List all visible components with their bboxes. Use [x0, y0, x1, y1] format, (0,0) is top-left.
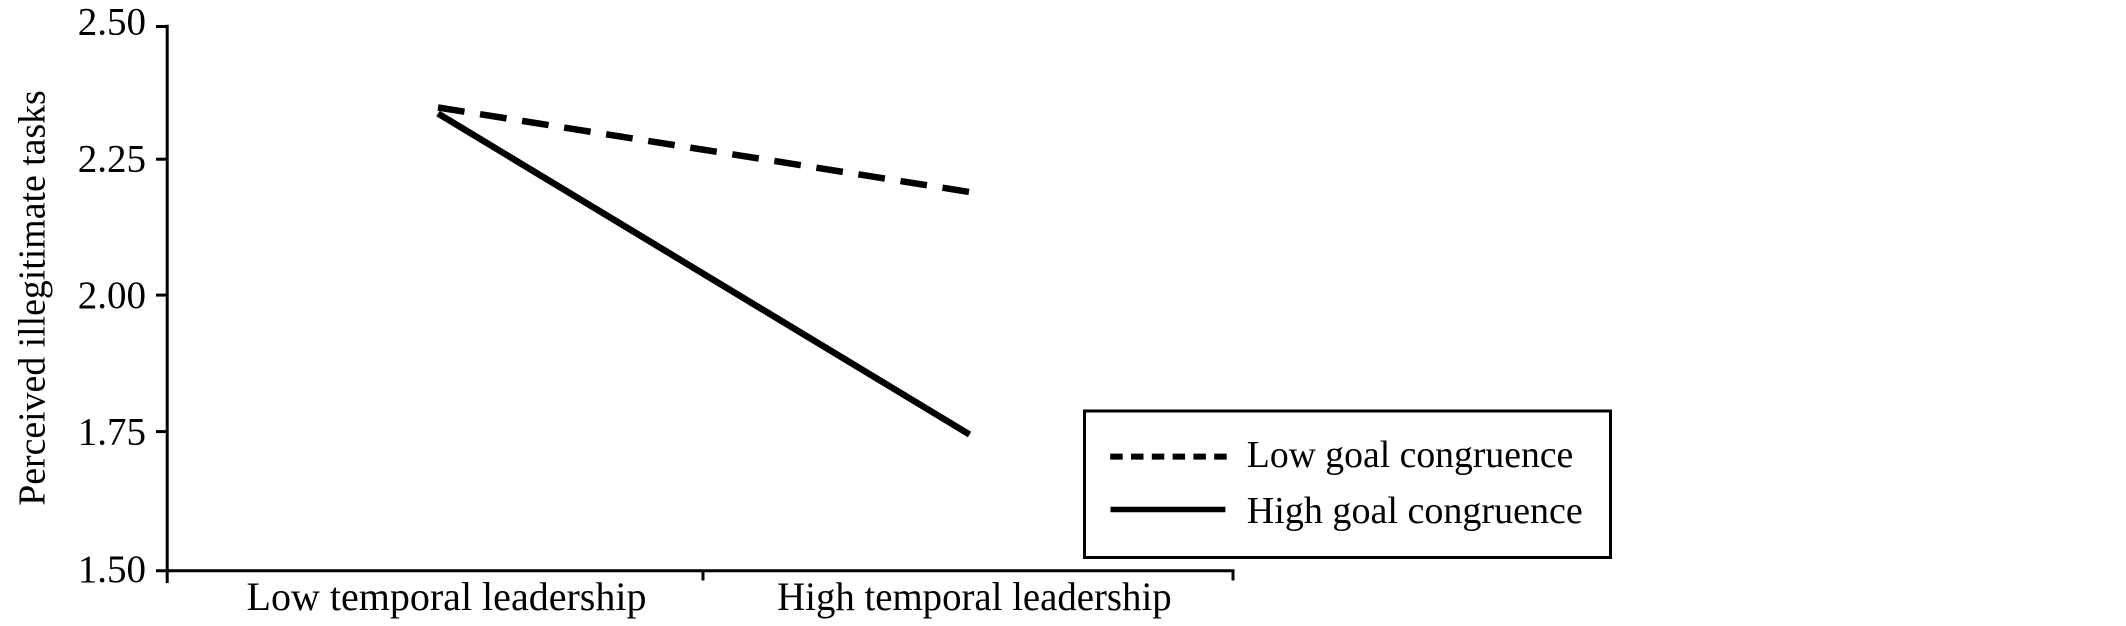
svg-text:Low temporal leadership: Low temporal leadership [247, 574, 647, 619]
svg-text:2.00: 2.00 [78, 274, 146, 317]
svg-text:Low goal congruence: Low goal congruence [1247, 434, 1574, 476]
svg-text:2.50: 2.50 [78, 1, 146, 44]
svg-text:1.75: 1.75 [78, 411, 146, 454]
svg-text:2.25: 2.25 [78, 138, 146, 181]
svg-text:High goal congruence: High goal congruence [1247, 490, 1583, 532]
svg-text:1.50: 1.50 [78, 548, 146, 591]
svg-text:High temporal leadership: High temporal leadership [777, 574, 1172, 619]
svg-text:Perceived illegitimate tasks: Perceived illegitimate tasks [11, 90, 53, 506]
